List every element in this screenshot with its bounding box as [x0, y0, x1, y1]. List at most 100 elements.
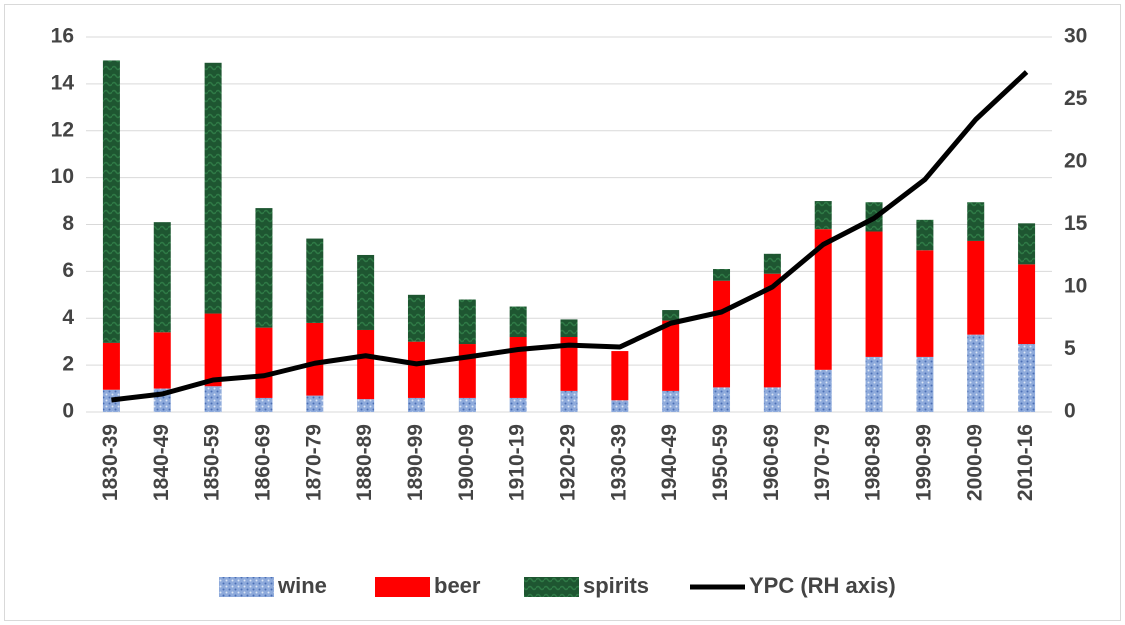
bar-segment	[662, 310, 680, 321]
bar-segment	[357, 329, 375, 400]
y2-tick-label: 10	[1064, 275, 1087, 298]
y-tick-label: 12	[51, 118, 74, 141]
y-tick-label: 14	[51, 71, 75, 94]
bar-segment	[407, 294, 425, 342]
x-tick-label: 1990-99	[912, 424, 935, 501]
bar-segment	[204, 313, 222, 387]
y2-tick-label: 15	[1064, 212, 1088, 235]
x-tick-label: 1920-29	[557, 424, 580, 501]
y-tick-label: 2	[62, 353, 74, 376]
bar-segment	[865, 356, 883, 412]
y-tick-label: 0	[62, 400, 74, 423]
bar-segment	[153, 332, 171, 389]
bar-segment	[102, 389, 120, 412]
bar-segment	[255, 327, 273, 398]
bar-segment	[967, 202, 985, 241]
legend-marker	[219, 577, 274, 597]
legend-marker	[375, 577, 430, 597]
bar-segment	[357, 254, 375, 330]
y2-tick-label: 0	[1064, 400, 1076, 423]
legend: wine beer spirits YPC (RH axis)	[219, 573, 896, 598]
frame	[4, 4, 1121, 621]
bar-segment	[407, 397, 425, 412]
bar-segment	[458, 344, 476, 398]
bar-segment	[763, 387, 781, 412]
bar-segment	[763, 273, 781, 388]
x-tick-label: 2000-09	[963, 424, 986, 501]
x-tick-label: 1940-49	[658, 424, 681, 501]
bar-segment	[916, 219, 934, 251]
y-tick-label: 16	[51, 25, 74, 48]
x-tick-label: 1910-19	[506, 424, 529, 501]
bar-segment	[255, 208, 273, 328]
x-tick-label: 2010-16	[1014, 424, 1037, 501]
y2-tick-label: 25	[1064, 87, 1088, 110]
bar-segment	[458, 397, 476, 412]
bar-segment	[509, 306, 527, 337]
x-tick-label: 1900-09	[455, 424, 478, 501]
y2-tick-label: 5	[1064, 337, 1076, 360]
bar-segment	[357, 399, 375, 412]
bar-segment	[1018, 264, 1036, 345]
bar-segment	[967, 240, 985, 335]
bar-segment	[967, 334, 985, 412]
y-tick-label: 6	[62, 259, 74, 282]
legend-label: spirits	[583, 573, 649, 598]
y-tick-label: 10	[51, 165, 74, 188]
x-tick-label: 1960-69	[760, 424, 783, 501]
bar-segment	[763, 253, 781, 274]
legend-marker	[524, 577, 579, 597]
x-tick-label: 1880-89	[353, 424, 376, 501]
bar-segment	[509, 397, 527, 412]
bar-segment	[916, 250, 934, 357]
bar-segment	[509, 337, 527, 398]
x-tick-label: 1890-99	[404, 424, 427, 501]
x-tick-label: 1830-39	[99, 424, 122, 501]
x-tick-label: 1850-59	[201, 424, 224, 501]
bar-segment	[662, 390, 680, 412]
bar-segment	[1018, 223, 1036, 265]
x-tick-label: 1970-79	[811, 424, 834, 501]
x-tick-label: 1950-59	[709, 424, 732, 501]
x-tick-label: 1930-39	[607, 424, 630, 501]
bar-segment	[204, 62, 222, 314]
x-tick-label: 1860-69	[251, 424, 274, 501]
y-tick-label: 4	[62, 306, 74, 329]
bar-segment	[611, 400, 629, 412]
x-tick-label: 1840-49	[150, 424, 173, 501]
bar-segment	[153, 222, 171, 333]
bar-segment	[306, 238, 324, 323]
bar-segment	[204, 386, 222, 412]
bar-segment	[560, 337, 578, 391]
bar-segment	[916, 356, 934, 412]
bar-segment	[814, 229, 832, 370]
bar-segment	[662, 320, 680, 391]
line	[111, 70, 1029, 403]
bar-segment	[306, 322, 324, 396]
bar-segment	[814, 369, 832, 412]
bar-segment	[560, 319, 578, 337]
y2-tick-label: 30	[1064, 25, 1087, 48]
x-tick-label: 1870-79	[302, 424, 325, 501]
bar-segment	[560, 390, 578, 412]
bar-segment	[713, 269, 731, 281]
legend-label: beer	[434, 573, 481, 598]
bar-segment	[713, 280, 731, 388]
bar-segment	[255, 397, 273, 412]
x-tick-label: 1980-89	[862, 424, 885, 501]
bar-segment	[102, 60, 120, 343]
bar-segment	[611, 351, 629, 401]
bar-segment	[1018, 344, 1036, 412]
y-tick-label: 8	[62, 212, 74, 235]
legend-label: YPC (RH axis)	[749, 573, 896, 598]
y2-tick-label: 20	[1064, 150, 1087, 173]
bar-segment	[407, 341, 425, 398]
bar-segment	[306, 395, 324, 412]
bar-segment	[458, 299, 476, 345]
legend-label: wine	[277, 573, 327, 598]
bar-segment	[102, 342, 120, 390]
bar-segment	[814, 201, 832, 230]
bar-segment	[865, 231, 883, 357]
